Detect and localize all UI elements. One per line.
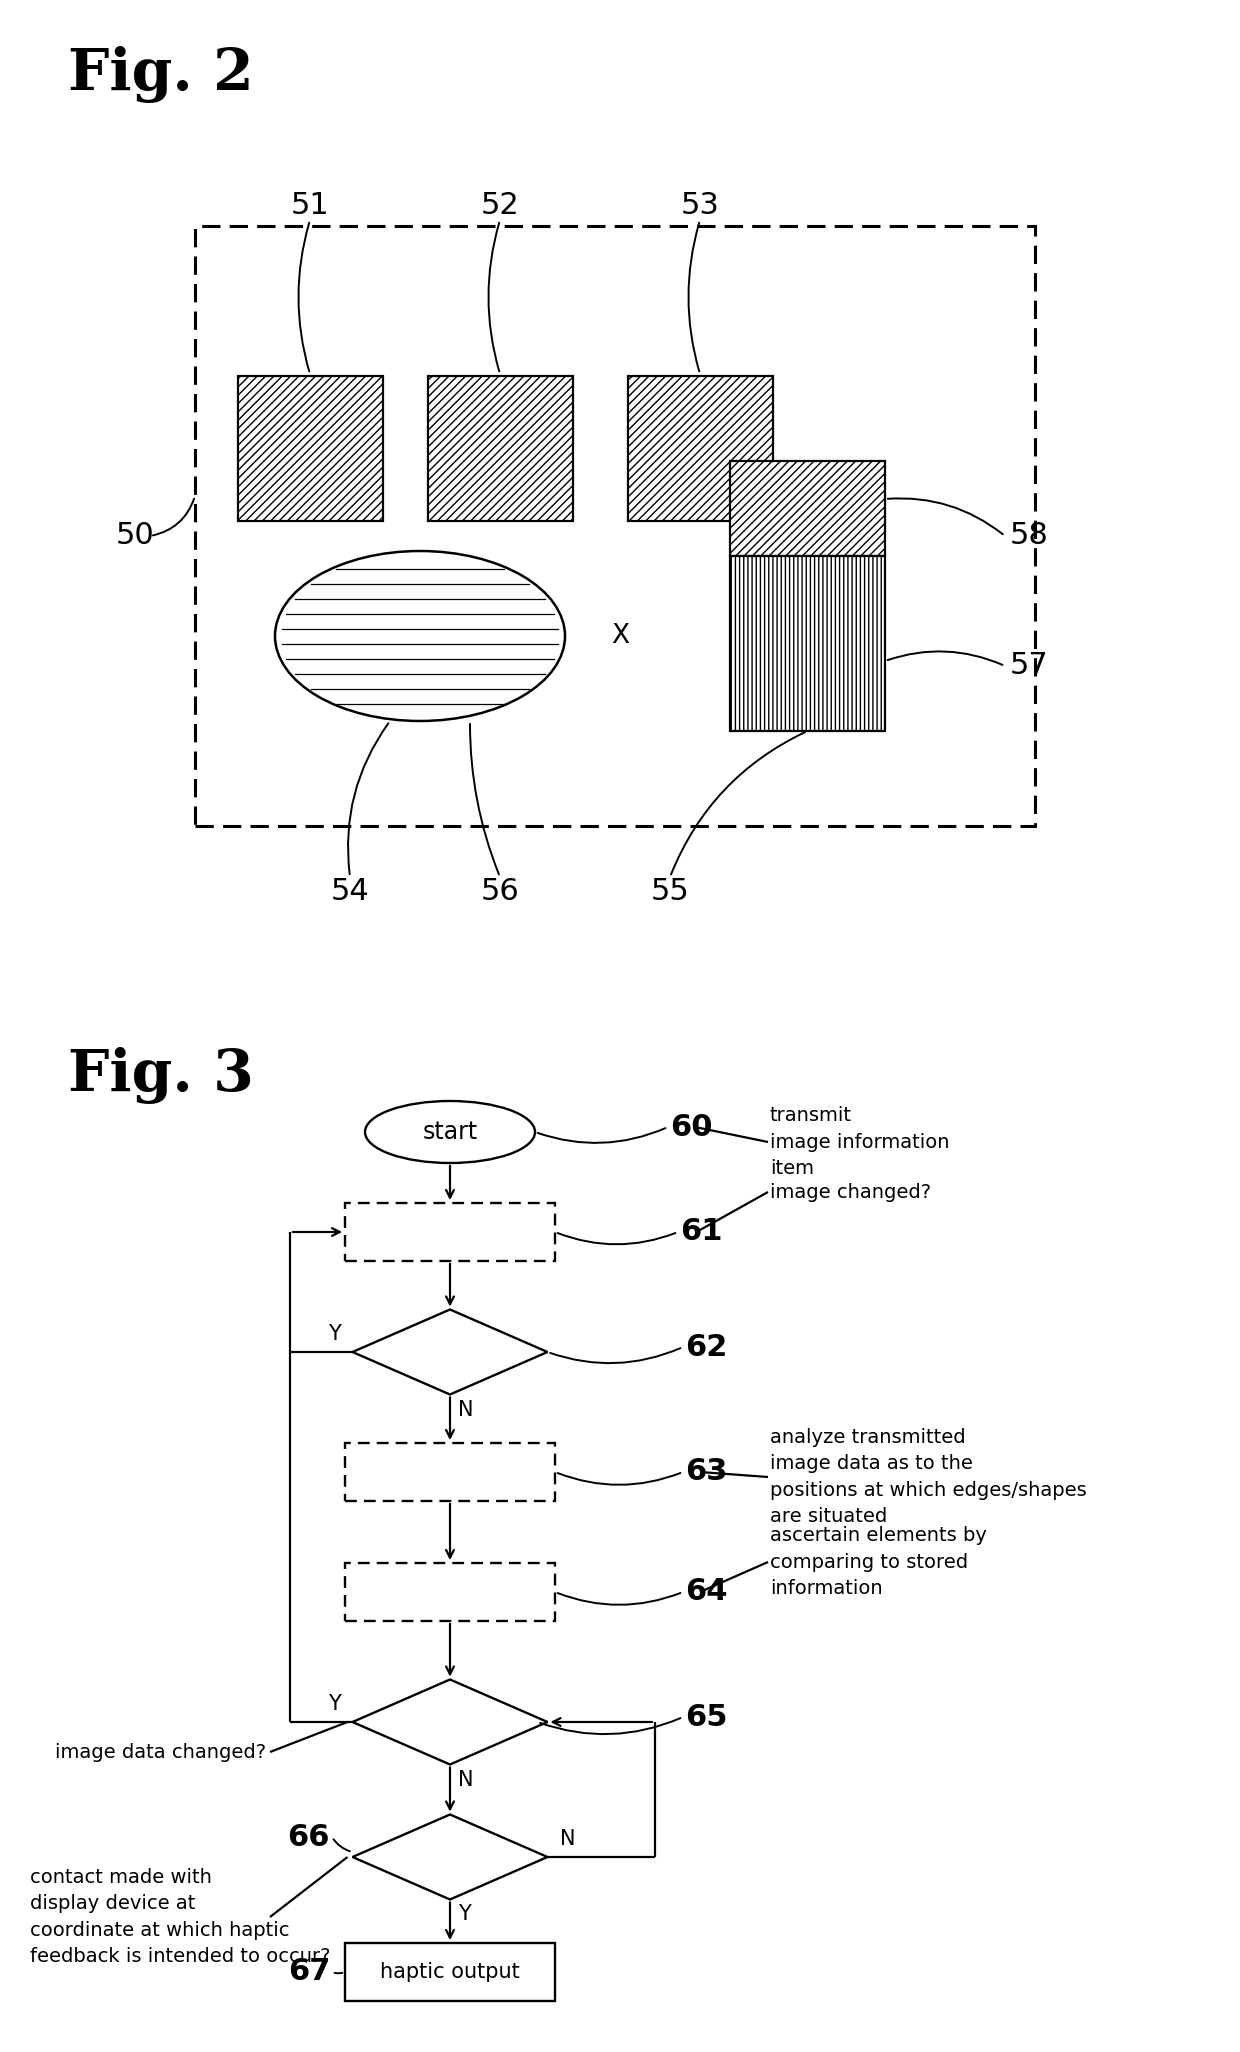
Text: 56: 56 bbox=[481, 876, 520, 905]
Polygon shape bbox=[352, 1309, 548, 1395]
Text: N: N bbox=[559, 1828, 575, 1849]
Ellipse shape bbox=[365, 1102, 534, 1163]
Polygon shape bbox=[352, 1814, 548, 1900]
Text: 64: 64 bbox=[684, 1578, 728, 1607]
Text: 62: 62 bbox=[684, 1332, 728, 1360]
Text: Fig. 3: Fig. 3 bbox=[68, 1047, 254, 1104]
Text: analyze transmitted
image data as to the
positions at which edges/shapes
are sit: analyze transmitted image data as to the… bbox=[770, 1428, 1086, 1527]
Text: 57: 57 bbox=[1011, 650, 1049, 681]
Text: X: X bbox=[611, 624, 629, 648]
Text: image changed?: image changed? bbox=[770, 1182, 931, 1202]
Text: ascertain elements by
comparing to stored
information: ascertain elements by comparing to store… bbox=[770, 1527, 987, 1599]
Bar bbox=[345, 1564, 556, 1621]
Bar bbox=[345, 1943, 556, 2001]
Text: transmit
image information
item: transmit image information item bbox=[770, 1106, 950, 1178]
Text: 66: 66 bbox=[288, 1822, 330, 1851]
Text: 52: 52 bbox=[481, 191, 520, 220]
Text: 53: 53 bbox=[681, 191, 719, 220]
Bar bbox=[238, 376, 382, 521]
Text: 55: 55 bbox=[651, 876, 689, 905]
Text: N: N bbox=[458, 1399, 474, 1420]
Bar bbox=[627, 376, 773, 521]
Text: image data changed?: image data changed? bbox=[55, 1742, 267, 1761]
Bar bbox=[345, 1202, 556, 1262]
Text: 67: 67 bbox=[288, 1958, 330, 1986]
Text: 65: 65 bbox=[684, 1703, 728, 1732]
Text: contact made with
display device at
coordinate at which haptic
feedback is inten: contact made with display device at coor… bbox=[30, 1867, 331, 1966]
Text: 54: 54 bbox=[331, 876, 370, 905]
Text: haptic output: haptic output bbox=[381, 1962, 520, 1982]
Ellipse shape bbox=[275, 552, 565, 720]
Text: Y: Y bbox=[458, 1904, 471, 1925]
Bar bbox=[730, 556, 885, 731]
Bar bbox=[345, 1443, 556, 1500]
Bar bbox=[428, 376, 573, 521]
Text: 51: 51 bbox=[290, 191, 330, 220]
Text: 61: 61 bbox=[680, 1217, 723, 1246]
Text: 58: 58 bbox=[1011, 521, 1049, 550]
Text: Fig. 2: Fig. 2 bbox=[68, 45, 254, 103]
Text: Y: Y bbox=[327, 1324, 341, 1344]
Bar bbox=[195, 226, 1035, 827]
Text: N: N bbox=[458, 1769, 474, 1789]
Polygon shape bbox=[352, 1679, 548, 1765]
Text: 60: 60 bbox=[670, 1112, 713, 1141]
Bar bbox=[730, 462, 885, 556]
Text: Y: Y bbox=[327, 1695, 341, 1713]
Text: 50: 50 bbox=[115, 521, 154, 550]
Text: 63: 63 bbox=[684, 1457, 728, 1486]
Text: start: start bbox=[423, 1120, 477, 1145]
